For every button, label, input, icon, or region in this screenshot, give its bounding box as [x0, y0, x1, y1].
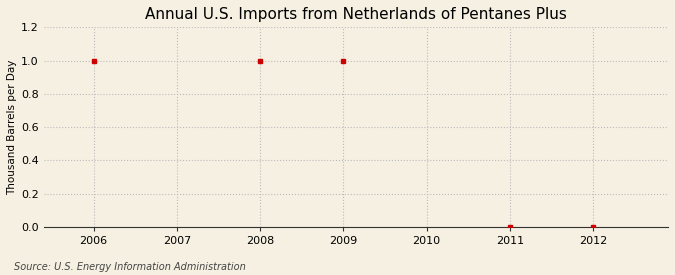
Y-axis label: Thousand Barrels per Day: Thousand Barrels per Day	[7, 59, 17, 195]
Title: Annual U.S. Imports from Netherlands of Pentanes Plus: Annual U.S. Imports from Netherlands of …	[145, 7, 567, 22]
Text: Source: U.S. Energy Information Administration: Source: U.S. Energy Information Administ…	[14, 262, 245, 272]
